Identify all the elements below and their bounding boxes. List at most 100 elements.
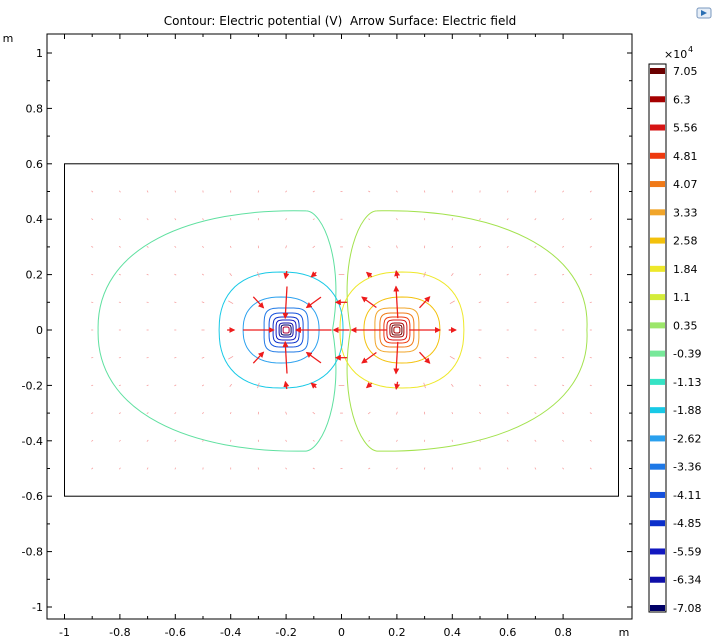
domain-boundary: [64, 163, 619, 497]
colorbar-swatch: [650, 350, 665, 357]
field-arrow: [118, 467, 121, 470]
field-arrow: [562, 384, 565, 387]
field-arrow: [419, 296, 431, 309]
field-arrow: [201, 301, 205, 304]
field-arrow: [174, 301, 177, 303]
field-arrow: [506, 245, 509, 248]
app-logo-icon: [696, 7, 712, 19]
field-arrow: [451, 245, 454, 248]
field-arrow: [283, 380, 290, 390]
field-arrow: [285, 190, 288, 193]
colorbar-label: -7.08: [673, 602, 701, 615]
field-arrow: [394, 270, 401, 279]
field-arrow: [365, 271, 373, 278]
field-arrow: [305, 351, 322, 364]
field-arrow: [174, 357, 177, 359]
y-tick-label: -0.4: [22, 435, 43, 448]
colorbar-swatch: [650, 96, 665, 103]
colorbar-swatch: [650, 265, 665, 272]
field-arrow: [174, 190, 177, 193]
colorbar-label: -3.36: [673, 461, 701, 474]
colorbar-swatch: [650, 548, 665, 555]
field-arrow: [312, 245, 316, 249]
field-arrow: [312, 467, 315, 470]
field-arrow: [479, 439, 481, 442]
field-arrow: [368, 467, 371, 470]
field-arrow: [562, 412, 565, 414]
field-arrow: [396, 218, 398, 221]
field-arrow: [285, 439, 287, 442]
colorbar-label: -6.34: [673, 574, 701, 587]
contour-negative-mid: [218, 271, 344, 389]
field-arrow: [228, 355, 234, 360]
colorbar-label: 4.81: [673, 150, 698, 163]
field-arrow: [368, 218, 371, 221]
field-arrow: [229, 273, 233, 277]
field-arrow: [589, 384, 592, 387]
field-arrow: [478, 356, 482, 359]
y-unit-label: m: [3, 32, 14, 45]
colorbar-swatch: [650, 378, 665, 385]
arrow-field: [91, 190, 592, 470]
field-arrow: [91, 246, 94, 248]
y-tick-label: 0.2: [26, 269, 44, 282]
field-arrow: [229, 383, 233, 387]
field-arrow: [534, 190, 537, 193]
contour-ring-positive: [391, 324, 403, 336]
field-arrow: [479, 218, 481, 221]
field-arrow: [534, 384, 537, 387]
field-arrow: [562, 273, 565, 276]
colorbar-label: -1.13: [673, 376, 701, 389]
field-arrow: [562, 246, 565, 248]
colorbar-label: 1.84: [673, 263, 698, 276]
colorbar-label: 1.1: [673, 291, 691, 304]
field-arrow: [506, 467, 509, 470]
field-arrow: [423, 271, 426, 278]
field-arrow: [146, 245, 149, 248]
field-arrow: [252, 296, 265, 309]
x-tick-label: -0.4: [220, 626, 241, 639]
colorbar-swatch: [650, 435, 665, 442]
field-arrow: [91, 273, 94, 276]
colorbar-label: -2.62: [673, 432, 701, 445]
field-arrow: [118, 190, 121, 193]
field-arrow: [285, 411, 287, 415]
field-arrow: [146, 218, 149, 221]
field-arrow: [202, 439, 204, 442]
colorbar-swatch: [650, 463, 665, 470]
y-tick-label: -0.6: [22, 490, 43, 503]
field-arrow: [91, 412, 94, 414]
field-arrow: [91, 439, 94, 442]
field-arrow: [534, 245, 537, 248]
field-arrow: [534, 218, 537, 221]
contour-ring-negative: [278, 322, 294, 338]
field-arrow: [589, 412, 592, 414]
colorbar-swatch: [650, 491, 665, 498]
field-arrow: [252, 351, 265, 364]
y-tick-label: 1: [36, 47, 43, 60]
field-arrow: [118, 384, 121, 387]
field-arrow: [589, 467, 592, 470]
field-arrow: [368, 190, 371, 193]
field-arrow: [282, 340, 289, 374]
field-arrow: [146, 467, 149, 470]
field-arrow: [393, 285, 400, 319]
colorbar-swatch: [650, 237, 665, 244]
colorbar-swatch: [650, 520, 665, 527]
field-arrow: [393, 341, 400, 375]
field-arrow: [396, 439, 398, 442]
field-arrow: [146, 412, 149, 415]
field-arrow: [479, 412, 481, 415]
colorbar-label: 3.33: [673, 206, 698, 219]
field-arrow: [202, 218, 204, 221]
field-arrow: [423, 190, 426, 193]
contour-negative-outer: [97, 210, 337, 452]
field-arrow: [479, 245, 481, 248]
field-arrow: [506, 357, 509, 359]
field-arrow: [285, 245, 287, 249]
contour-ring-negative: [272, 316, 300, 344]
colorbar-swatch: [650, 407, 665, 414]
x-unit-label: m: [619, 626, 630, 639]
colorbar-label: -4.11: [673, 489, 701, 502]
